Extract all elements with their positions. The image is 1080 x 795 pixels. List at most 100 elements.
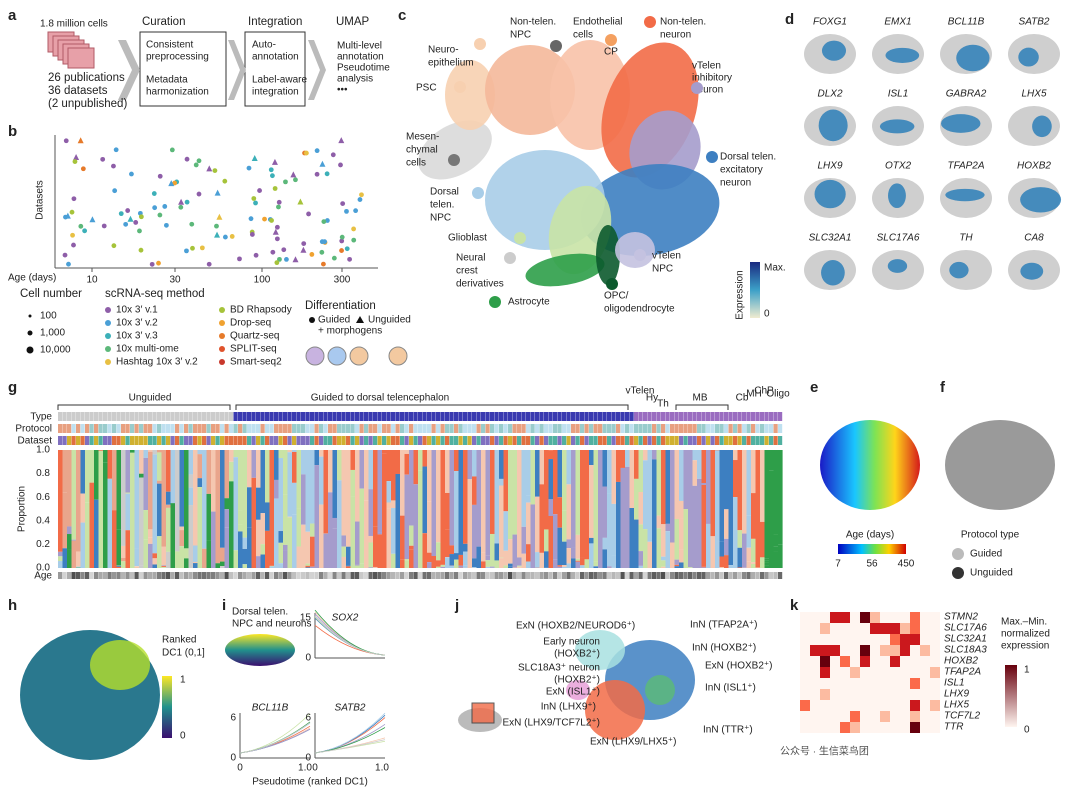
proportion-segment [566, 450, 572, 485]
proportion-segment [472, 558, 477, 568]
annotation-cell [589, 424, 594, 433]
heatmap-cell [810, 645, 820, 656]
heatmap-cell [930, 689, 940, 700]
proportion-segment [454, 450, 459, 472]
proportion-segment [310, 523, 315, 537]
annotation-cell [526, 436, 531, 445]
cluster-key [474, 38, 486, 50]
proportion-segment [728, 450, 734, 566]
annotation-cell [170, 424, 175, 433]
heatmap-cell [880, 711, 890, 722]
age-cell [418, 572, 423, 579]
proportion-segment [602, 450, 608, 487]
proportion-segment [674, 566, 680, 568]
proportion-segment [386, 502, 392, 509]
label: 1.0 [36, 445, 50, 456]
proportion-segment [386, 508, 392, 568]
label: (2 unpublished) [48, 98, 127, 110]
annotation-cell [566, 424, 571, 433]
proportion-segment [557, 566, 563, 568]
axis-label: Proportion [17, 486, 28, 532]
annotation-cell [440, 424, 445, 433]
heatmap-cell [800, 656, 810, 667]
annotation-cell [539, 424, 544, 433]
annotation-cell [512, 436, 517, 445]
proportion-segment [193, 561, 198, 564]
marker [222, 234, 228, 240]
annotation-cell [202, 424, 207, 433]
heatmap-cell [890, 678, 900, 689]
proportion-segment [692, 460, 698, 486]
annotation-cell [265, 412, 270, 421]
proportion-segment [409, 450, 414, 526]
proportion-segment [170, 503, 176, 568]
proportion-segment [148, 537, 153, 544]
label: PSC [416, 83, 437, 94]
proportion-segment [319, 504, 324, 568]
age-cell [710, 572, 715, 579]
annotation-cell [463, 412, 468, 421]
annotation-cell [467, 412, 472, 421]
heatmap-cell [890, 711, 900, 722]
age-cell [260, 572, 265, 579]
marker [69, 209, 75, 215]
age-cell [346, 572, 351, 579]
proportion-segment [166, 491, 171, 505]
annotation-cell [661, 424, 666, 433]
marker [283, 179, 288, 185]
marker [353, 208, 359, 214]
proportion-segment [508, 566, 513, 568]
heatmap-cell [930, 623, 940, 634]
age-cell [211, 572, 216, 579]
annotation-cell [139, 436, 144, 445]
proportion-segment [431, 556, 437, 568]
annotation-cell [251, 424, 256, 433]
annotation-cell [526, 424, 531, 433]
age-cell [472, 572, 477, 579]
annotation-cell [616, 424, 621, 433]
annotation-cell [755, 424, 760, 433]
proportion-segment [526, 450, 531, 496]
proportion-segment [598, 450, 603, 556]
label: 0.8 [36, 468, 50, 479]
annotation-cell [134, 412, 139, 421]
annotation-cell [764, 412, 769, 421]
label: inhibitory [692, 73, 732, 84]
proportion-segment [679, 549, 684, 563]
annotation-cell [535, 412, 540, 421]
proportion-segment [535, 450, 540, 497]
proportion-segment [593, 561, 599, 567]
marker [237, 256, 242, 262]
annotation-cell [355, 412, 360, 421]
annotation-cell [701, 424, 706, 433]
annotation-cell [206, 424, 211, 433]
annotation-cell [359, 412, 364, 421]
label: ExN (HOXB2⁺) [705, 661, 773, 672]
annotation-cell [152, 436, 157, 445]
proportion-segment [643, 450, 648, 461]
marker [206, 261, 212, 267]
annotation-cell [634, 412, 639, 421]
marker [251, 196, 257, 201]
marker [169, 147, 175, 153]
annotation-cell [175, 424, 180, 433]
unguided-key [952, 567, 964, 579]
marker [249, 232, 255, 237]
proportion-segment [229, 481, 234, 568]
label: Curation [142, 16, 185, 28]
annotation-cell [148, 424, 153, 433]
proportion-segment [247, 450, 252, 488]
age-cell [584, 572, 589, 579]
proportion-segment [179, 526, 185, 531]
heatmap-cell [800, 722, 810, 733]
annotation-cell [247, 436, 252, 445]
method-key [219, 333, 225, 339]
annotation-cell [620, 412, 625, 421]
annotation-cell [746, 424, 751, 433]
proportion-segment [170, 450, 176, 504]
proportion-segment [490, 450, 495, 534]
age-cell [256, 572, 261, 579]
proportion-segment [647, 450, 653, 542]
marker [281, 247, 287, 253]
proportion-segment [188, 450, 194, 475]
